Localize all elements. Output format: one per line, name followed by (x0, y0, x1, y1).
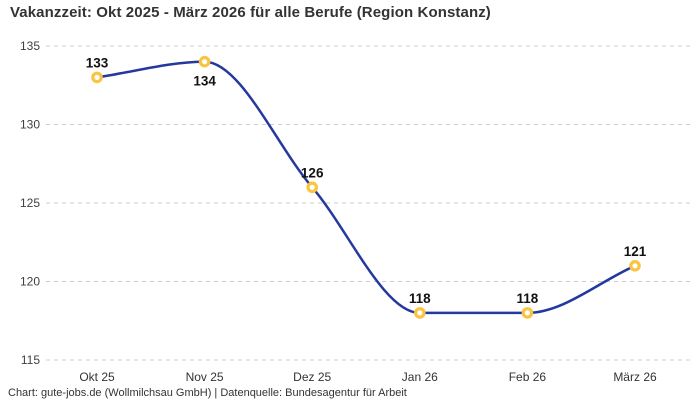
data-point-marker-märz-26 (629, 259, 641, 272)
y-axis-tick-label: 135 (20, 39, 40, 53)
data-point-value-label: 118 (517, 291, 539, 306)
x-axis-tick-label: Jan 26 (402, 370, 438, 384)
y-axis-tick-label: 120 (20, 275, 40, 289)
data-point-marker-jan-26 (413, 307, 426, 319)
x-axis-tick-label: Nov 25 (186, 370, 224, 384)
x-axis-tick-label: Feb 26 (509, 370, 547, 384)
data-point-marker-okt-25 (91, 71, 103, 84)
x-axis-tick-label: Dez 25 (293, 370, 331, 384)
data-point-marker-feb-26 (521, 307, 534, 319)
x-axis-tick-label: Okt 25 (79, 370, 115, 384)
data-point-value-label: 126 (301, 165, 324, 180)
data-point-marker-dez-25 (306, 181, 318, 194)
chart-title: Vakanzzeit: Okt 2025 - März 2026 für all… (10, 4, 491, 21)
data-series-line (95, 60, 637, 315)
data-point-marker-nov-25 (198, 55, 211, 68)
chart-footer-attribution: Chart: gute-jobs.de (Wollmilchsau GmbH) … (8, 387, 407, 399)
y-axis-tick-label: 115 (21, 353, 40, 367)
y-axis-tick-label: 130 (20, 118, 40, 132)
data-point-value-label: 134 (193, 74, 216, 89)
data-point-value-label: 118 (409, 291, 431, 306)
x-axis-tick-label: März 26 (613, 370, 657, 384)
data-point-value-label: 133 (86, 55, 109, 70)
data-point-value-label: 121 (624, 244, 647, 259)
y-axis-tick-label: 125 (20, 196, 40, 210)
